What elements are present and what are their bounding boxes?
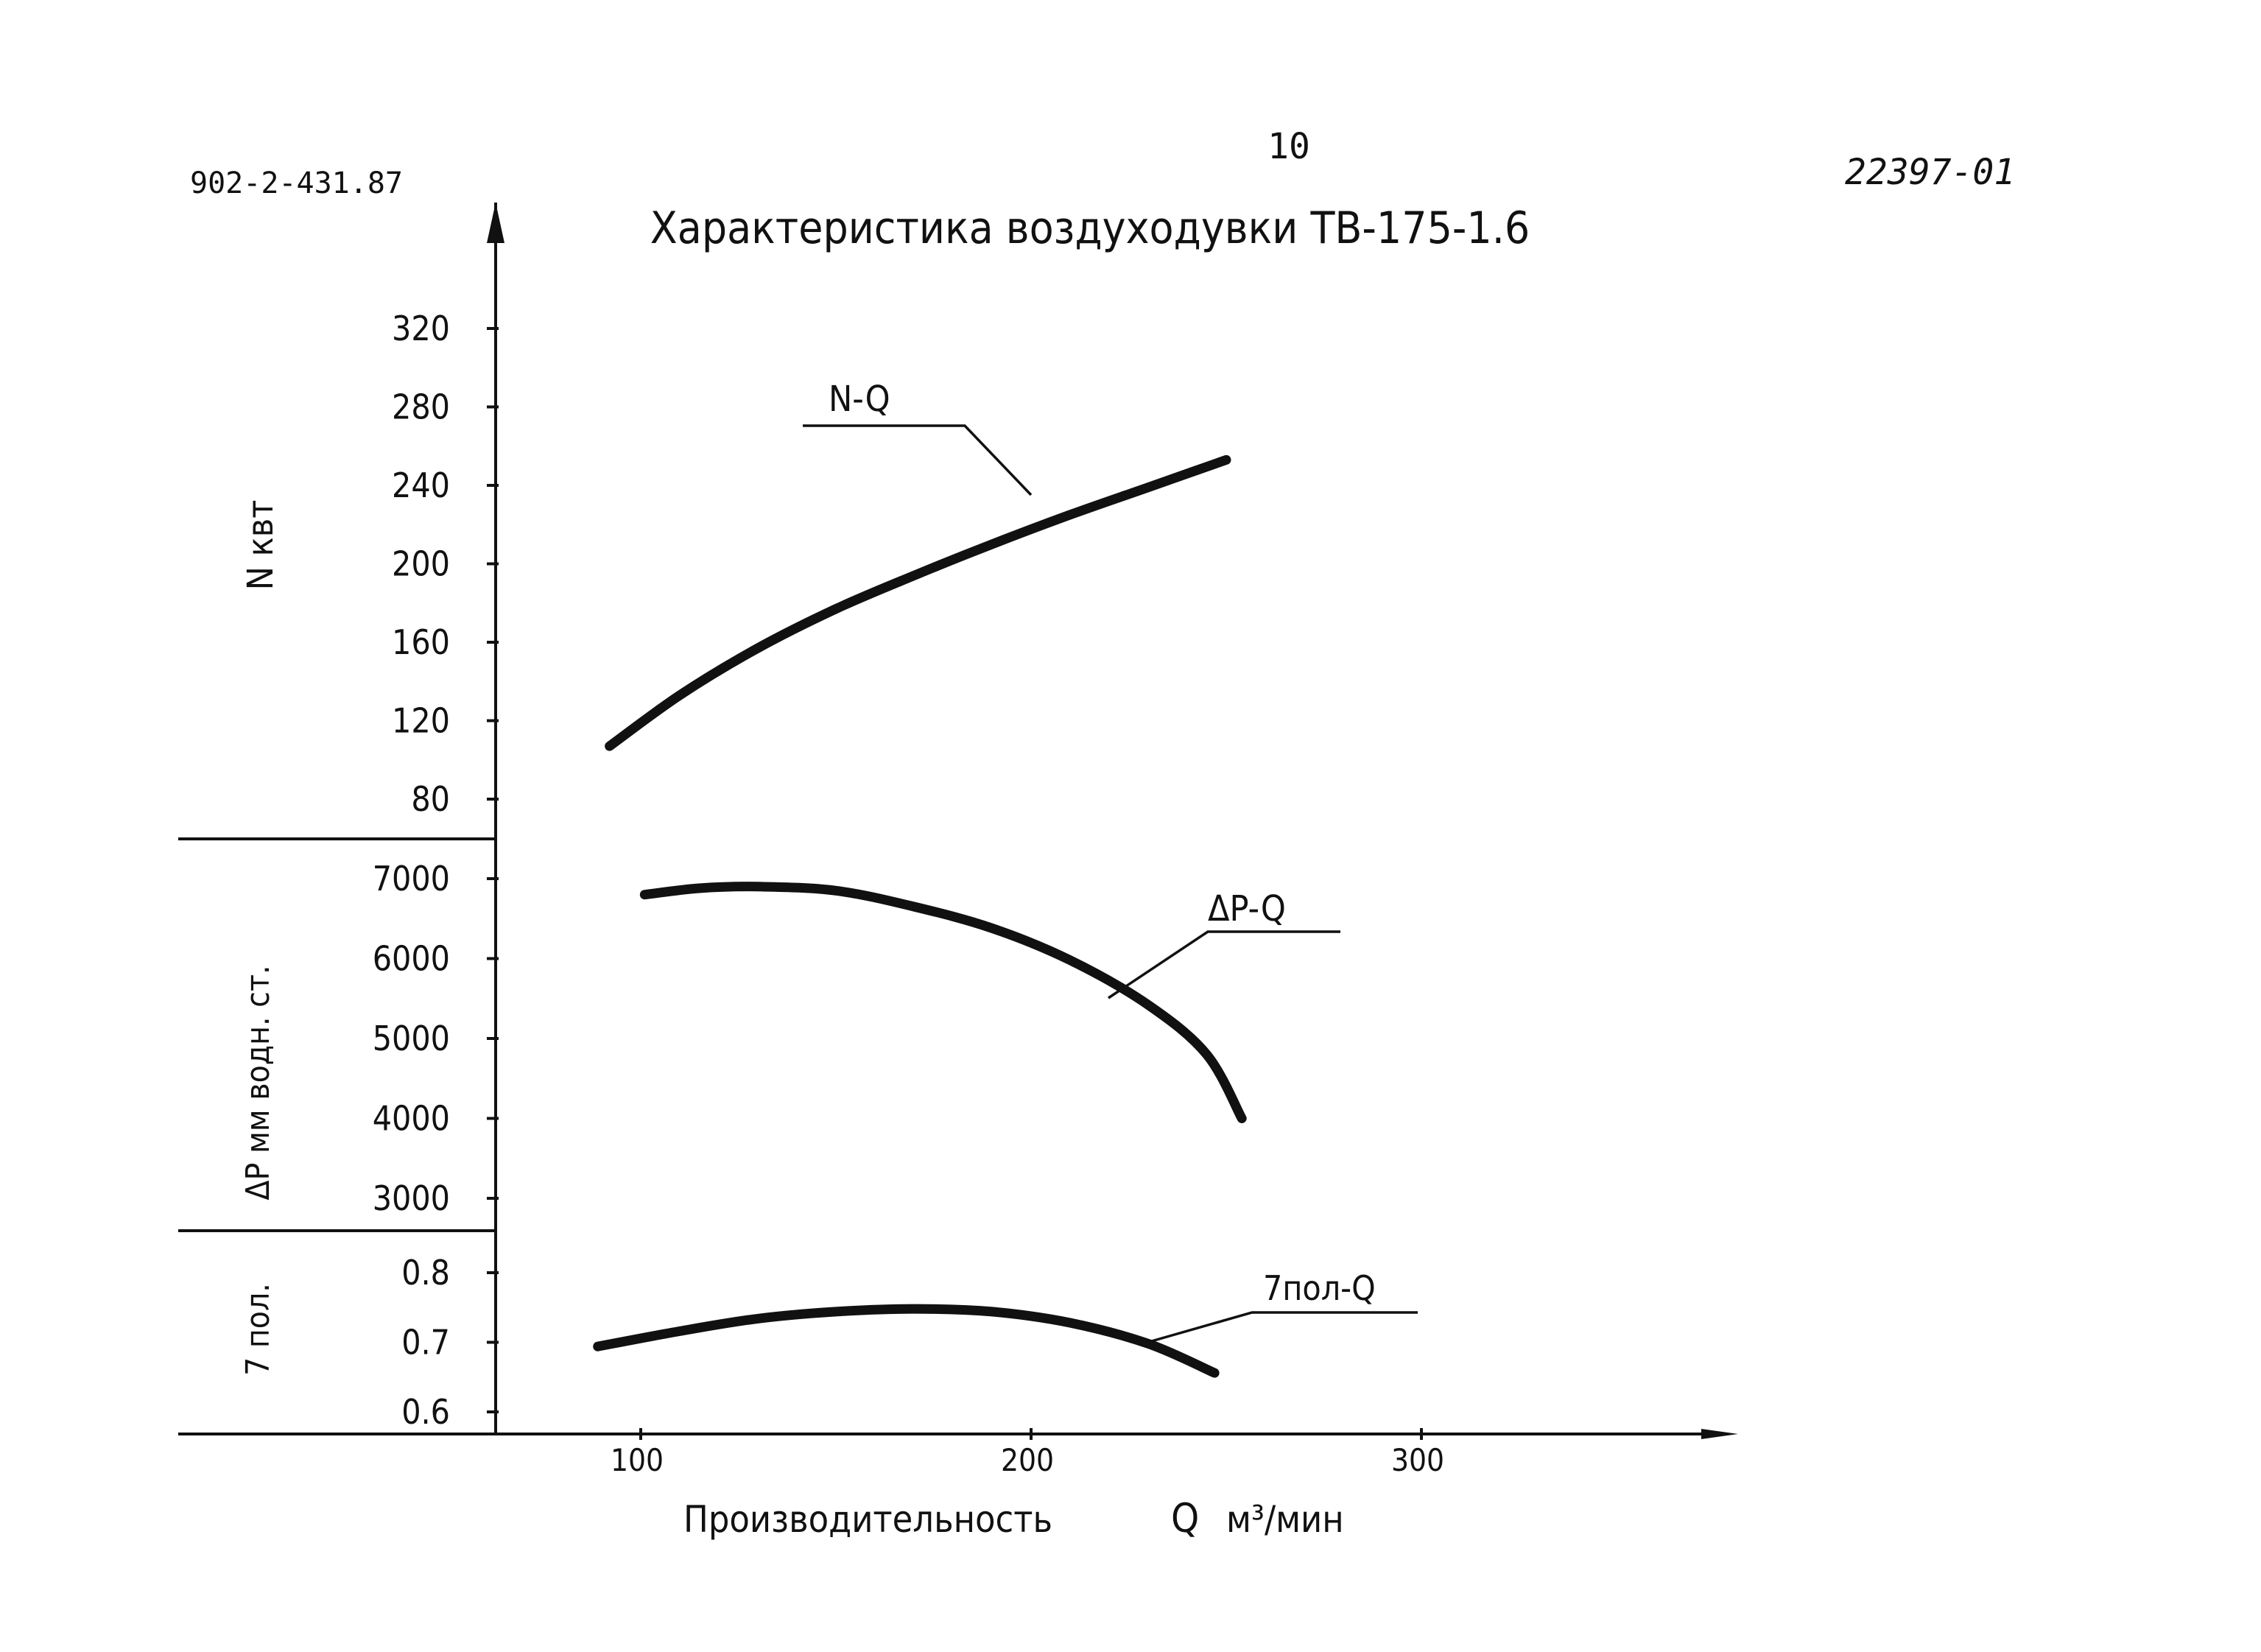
ylabel-efficiency: 7 пол. bbox=[239, 1283, 277, 1376]
document-code-right: 22397-01 bbox=[1845, 152, 2015, 193]
x-tick-label-2: 300 bbox=[1391, 1442, 1444, 1478]
curve-label-dp-q: ΔP-Q bbox=[1208, 888, 1286, 929]
y-tick-label-pressure-4: 7000 bbox=[373, 859, 450, 899]
y-tick-label-power-2: 160 bbox=[392, 622, 450, 662]
y-tick-label-power-1: 120 bbox=[392, 701, 450, 741]
curve-label-n-q: N-Q bbox=[829, 379, 890, 420]
y-tick-label-efficiency-1: 0.7 bbox=[401, 1323, 450, 1363]
leader-n-q bbox=[803, 424, 1033, 496]
x-axis-arrow bbox=[1701, 1429, 1738, 1439]
y-tick-label-pressure-3: 6000 bbox=[373, 939, 450, 979]
y-tick-label-efficiency-2: 0.8 bbox=[401, 1253, 450, 1293]
y-tick-label-power-0: 80 bbox=[411, 779, 450, 819]
document-code-left: 902-2-431.87 bbox=[190, 166, 403, 200]
panel-label-power: N квт bbox=[240, 500, 281, 591]
y-tick-label-pressure-0: 3000 bbox=[373, 1178, 450, 1218]
x-axis-unit: м³/мин bbox=[1226, 1498, 1344, 1541]
y-tick-label-pressure-2: 5000 bbox=[373, 1019, 450, 1058]
x-tick-label-1: 200 bbox=[1001, 1442, 1054, 1478]
y-tick-label-power-6: 320 bbox=[392, 309, 450, 348]
series-line-efficiency-0 bbox=[593, 1304, 1220, 1378]
x-axis-label: Производительность bbox=[683, 1498, 1052, 1541]
chart-title: Характеристика воздуходувки ТВ-175-1.6 bbox=[650, 203, 1530, 254]
leader-dp-q bbox=[1108, 930, 1340, 999]
y-tick-label-power-4: 240 bbox=[392, 465, 450, 505]
series-line-power-0 bbox=[605, 454, 1231, 751]
ticks: 80 120 160 200 240 280 320 3000 4000 5000 6000 7000… bbox=[373, 309, 1444, 1478]
y-tick-label-pressure-1: 4000 bbox=[373, 1099, 450, 1139]
panel-label-pressure: ΔP мм водн. ст. bbox=[239, 965, 277, 1200]
ylabel-pressure: ΔP мм водн. ст. bbox=[239, 965, 277, 1200]
leader-eta-q bbox=[1148, 1311, 1418, 1343]
ylabel-power: N квт bbox=[240, 500, 281, 591]
y-tick-label-power-5: 280 bbox=[392, 387, 450, 427]
x-axis-symbol: Q bbox=[1171, 1495, 1199, 1542]
series-line-pressure-0 bbox=[639, 882, 1247, 1123]
x-tick-label-0: 100 bbox=[611, 1442, 664, 1478]
curve-label-eta-q: 7пол-Q bbox=[1263, 1268, 1376, 1308]
curves bbox=[593, 454, 1247, 1378]
y-tick-label-power-3: 200 bbox=[392, 544, 450, 584]
y-axis-arrow bbox=[487, 203, 504, 243]
y-tick-label-efficiency-0: 0.6 bbox=[401, 1392, 450, 1432]
panel-label-efficiency: 7 пол. bbox=[239, 1283, 277, 1376]
page-number: 10 bbox=[1267, 126, 1310, 167]
